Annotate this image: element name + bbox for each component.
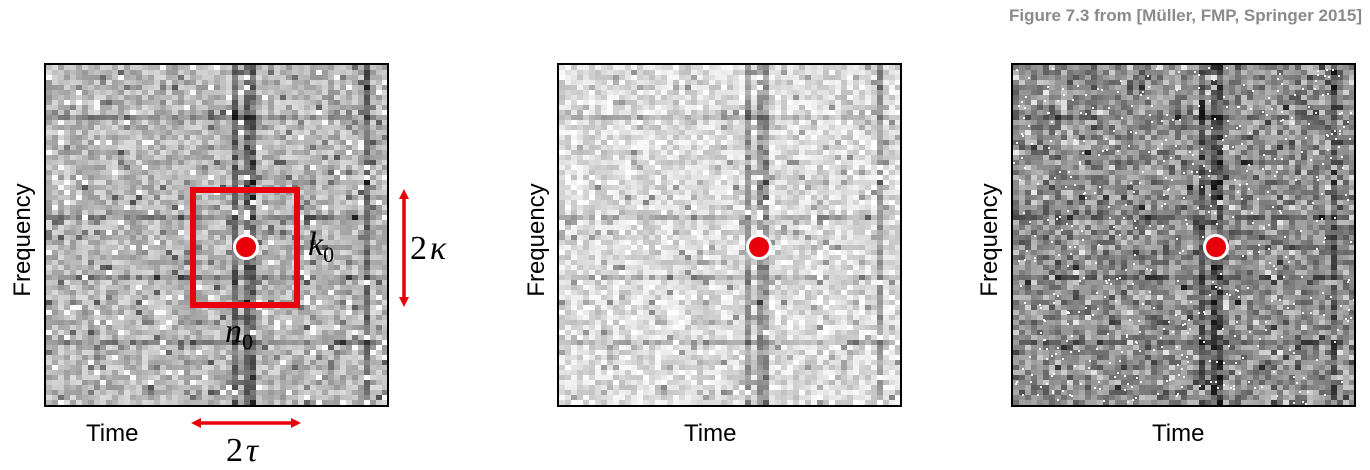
arrows-overlay (0, 0, 1370, 468)
